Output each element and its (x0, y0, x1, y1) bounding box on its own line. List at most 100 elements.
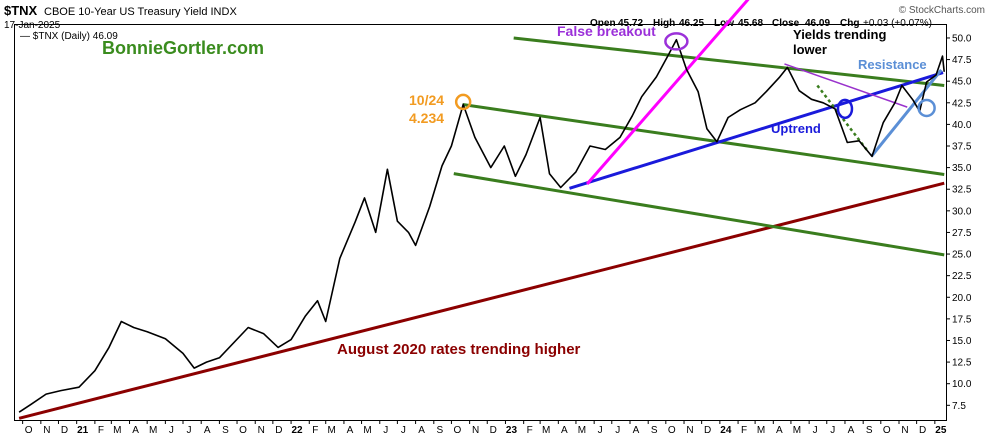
uptrend-break-circle (836, 98, 854, 120)
x-tick-label: D (490, 425, 497, 436)
y-tick-label: 7.5 (952, 401, 966, 412)
y-tick-label: 37.5 (952, 142, 972, 153)
stockcharts-credit: © StockCharts.com (899, 5, 985, 16)
close-label: Close (772, 18, 800, 29)
low-value: 45.68 (738, 18, 763, 29)
x-tick-label: A (204, 425, 211, 436)
y-tick-label: 22.5 (952, 271, 972, 282)
x-tick-label: O (883, 425, 891, 436)
x-tick-label: J (813, 425, 818, 436)
x-tick-label: 24 (720, 425, 732, 436)
y-tick-label: 47.5 (952, 55, 972, 66)
symbol-title: $TNX (4, 3, 38, 18)
x-tick-label: O (25, 425, 33, 436)
y-tick-label: 17.5 (952, 314, 972, 325)
x-tick-label: A (633, 425, 640, 436)
y-tick-label: 12.5 (952, 358, 972, 369)
resistance-support-line (870, 69, 943, 158)
resistance-label: Resistance (858, 57, 927, 72)
legend-item: — $TNX (Daily) 46.09 (20, 31, 118, 42)
x-tick-label: S (436, 425, 443, 436)
x-tick-label: D (919, 425, 926, 436)
x-tick-label: A (418, 425, 425, 436)
x-tick-label: A (347, 425, 354, 436)
y-tick-label: 10.0 (952, 379, 972, 390)
y-tick-label: 30.0 (952, 206, 972, 217)
low-label: Low (714, 18, 734, 29)
x-tick-label: N (258, 425, 265, 436)
x-tick-label: N (472, 425, 479, 436)
x-tick-label: F (312, 425, 318, 436)
y-tick-label: 35.0 (952, 163, 972, 174)
x-tick-label: J (615, 425, 620, 436)
x-tick-label: O (668, 425, 676, 436)
chart-date: 17-Jan-2025 (4, 20, 61, 31)
x-tick-label: J (169, 425, 174, 436)
x-tick-label: M (363, 425, 371, 436)
x-tick-label: J (598, 425, 603, 436)
uptrend-label: Uptrend (771, 121, 821, 136)
false-breakout-label: False breakout (557, 23, 656, 39)
retest-circle (917, 98, 936, 118)
middle-channel-line (462, 103, 945, 177)
x-tick-label: S (651, 425, 658, 436)
y-tick-label: 45.0 (952, 77, 972, 88)
y-tick-label: 50.0 (952, 33, 972, 44)
x-tick-label: J (186, 425, 191, 436)
y-tick-label: 42.5 (952, 98, 972, 109)
y-tick-label: 27.5 (952, 228, 972, 239)
x-tick-label: N (43, 425, 50, 436)
false-breakout-circle (664, 32, 689, 51)
open-value: 45.72 (618, 18, 643, 29)
y-tick-label: 32.5 (952, 185, 972, 196)
high-label: High (653, 18, 675, 29)
x-tick-label: M (149, 425, 157, 436)
chg-label: Chg (840, 18, 859, 29)
y-tick-label: 25.0 (952, 250, 972, 261)
oct-date-label: 10/24 (409, 92, 444, 108)
trendlines (18, 0, 945, 420)
ohlc-readout: Open 45.72 High 46.25 Low 45.68 Close 46… (590, 18, 932, 29)
y-axis: 7.5 10.0 12.5 15.0 17.5 20.0 22.5 25.0 27.5 30.0 3… (946, 33, 972, 412)
x-tick-label: S (222, 425, 229, 436)
aug-2020-uptrend-line (18, 181, 945, 420)
x-tick-label: F (98, 425, 104, 436)
yields-trending-label-line2: lower (793, 42, 827, 57)
x-tick-label: J (383, 425, 388, 436)
x-tick-label: A (132, 425, 139, 436)
yields-trending-label-line1: Yields trending (793, 27, 886, 42)
x-axis: O N D 21 F M A M J J A S O N D 22 F M A M J J A S O N D 23 F M A M J J A S O… (22, 420, 947, 436)
x-tick-label: A (561, 425, 568, 436)
x-tick-label: M (328, 425, 336, 436)
x-tick-label: M (113, 425, 121, 436)
high-value: 46.25 (679, 18, 704, 29)
chg-value: +0.03 (+0.07%) (863, 18, 932, 29)
y-tick-label: 20.0 (952, 293, 972, 304)
x-tick-label: M (578, 425, 586, 436)
x-tick-label: M (757, 425, 765, 436)
y-tick-label: 15.0 (952, 336, 972, 347)
x-tick-label: M (793, 425, 801, 436)
oct-value-label: 4.234 (409, 110, 444, 126)
x-tick-label: N (686, 425, 693, 436)
yields-lower-trend-line (784, 63, 908, 108)
x-tick-label: 25 (935, 425, 947, 436)
x-tick-label: 22 (292, 425, 304, 436)
x-tick-label: N (901, 425, 908, 436)
x-tick-label: 23 (506, 425, 518, 436)
watermark-text: BonnieGortler.com (102, 38, 264, 58)
x-tick-label: S (866, 425, 873, 436)
y-tick-label: 40.0 (952, 120, 972, 131)
x-tick-label: J (401, 425, 406, 436)
x-tick-label: D (704, 425, 711, 436)
open-label: Open (590, 18, 616, 29)
x-tick-label: D (61, 425, 68, 436)
oct-2022-high-circle (454, 93, 472, 111)
x-tick-label: D (275, 425, 282, 436)
uptrend-line (569, 71, 944, 190)
x-tick-label: F (527, 425, 533, 436)
x-tick-label: A (776, 425, 783, 436)
false-breakout-line (585, 0, 750, 186)
x-tick-label: F (741, 425, 747, 436)
